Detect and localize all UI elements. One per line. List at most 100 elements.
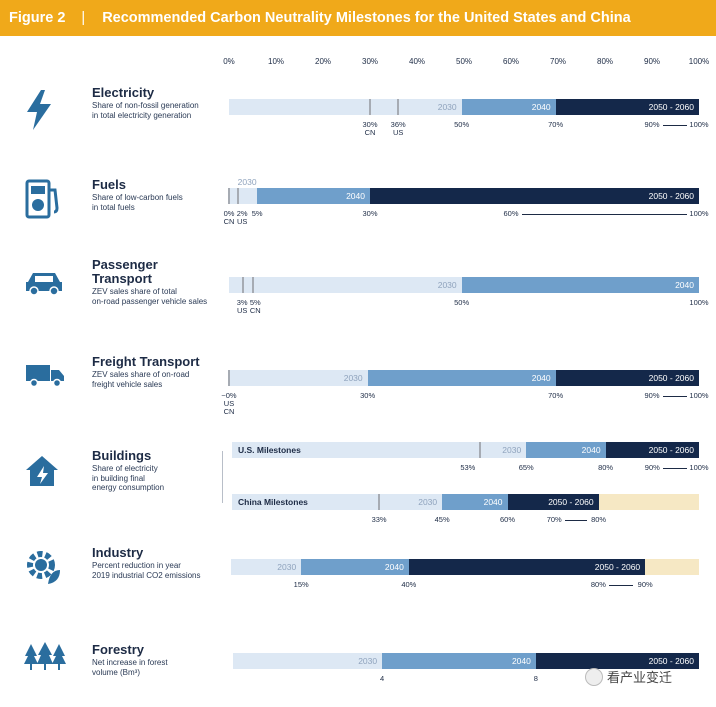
subtitle-line: Net increase in forest [92,658,168,667]
axis-tick-label: 100% [688,57,710,66]
bar-segment-2050: 2050 - 2060 [507,494,599,510]
row-subtitle-passenger: ZEV sales share of total on-road passenge… [92,287,227,306]
subtitle-line: Share of electricity [92,464,158,473]
bar-segment-2030: 2030 [233,653,383,669]
row-subtitle-electricity: Share of non-fossil generation in total e… [92,101,227,120]
segment-label: 2030 [277,562,297,572]
baseline-marker [228,188,230,204]
row-subtitle-forestry: Net increase in forest volume (Bm³) [92,658,227,677]
subtitle-line: volume (Bm³) [92,667,141,677]
row-subtitle-industry: Percent reduction in year 2019 industrial… [92,561,227,580]
row-title-forestry: Forestry [92,642,145,657]
value-label: 90% [644,120,660,129]
value-label: 60% [500,515,516,524]
row-subtitle-fuels: Share of low-carbon fuels in total fuels [92,193,227,212]
value-label: 30% CN [362,120,378,137]
value-label: 5% CN [249,298,261,315]
segment-label: 2040 [675,280,694,290]
axis-tick-label: 60% [502,57,520,66]
value-label: 100% [689,209,709,218]
subtitle-line: Percent reduction in year [92,561,181,570]
value-label: 45% [434,515,450,524]
segment-label: 2050 - 2060 [594,562,641,572]
range-line [565,520,587,521]
subtitle-line: ZEV sales share of total [92,287,177,296]
fuel-pump-icon [24,178,64,225]
value-label: 80% [598,463,614,472]
bar-segment-2040: 2040 [301,559,409,575]
value-label: 70% [548,120,564,129]
row-title-freight: Freight Transport [92,354,200,369]
value-label: 50% [454,120,470,129]
segment-label: 2030 [358,656,378,666]
subtitle-line: energy consumption [92,483,165,492]
segment-label: 2050 - 2060 [548,497,594,507]
segment-label: 2040 [531,102,551,112]
axis-tick-label: 70% [549,57,567,66]
row-title-fuels: Fuels [92,177,126,192]
value-label: 36% US [390,120,406,137]
segment-label: 2030 [418,497,438,507]
value-label: 100% [689,391,709,400]
value-label: 5% [251,209,263,218]
bar-segment-2040: 2040 [526,442,606,458]
value-label: 30% [362,209,378,218]
segment-label: 2030 [237,177,257,187]
axis-tick-label: 80% [596,57,614,66]
baseline-marker [378,494,381,510]
value-label: 70% [546,515,562,524]
baseline-marker [237,188,240,204]
figure-title: Recommended Carbon Neutrality Milestones… [102,10,631,26]
subtitle-line: Share of non-fossil generation [92,101,199,110]
watermark-text: 看产业变迁 [607,670,673,685]
segment-label: 2030 [343,373,363,383]
segment-label: 2040 [511,656,531,666]
row-title-industry: Industry [92,545,144,560]
value-label: 100% [689,463,709,472]
bar-segment-2030: 2030 [232,494,443,510]
value-label: 0% CN [223,209,235,226]
bar-segment-2040: 2040 [461,99,556,115]
subtitle-line: in total electricity generation [92,110,192,120]
bar-segment-2040: 2040 [367,370,556,386]
segment-label: 2050 - 2060 [648,445,694,455]
range-line [663,396,687,397]
value-label: 70% [548,391,564,400]
value-label: 90% [637,580,653,589]
gear-leaf-icon [24,548,62,591]
value-label: 100% [689,120,709,129]
row-subtitle-freight: ZEV sales share of on-road freight vehicl… [92,370,227,389]
axis-tick-label: 0% [223,57,235,66]
baseline-marker [397,99,400,115]
figure-number: Figure 2 [9,10,66,26]
axis-tick-label: 30% [361,57,379,66]
segment-label: 2040 [384,562,404,572]
bar-segment-2030 [229,188,258,204]
bar-segment-2050: 2050 - 2060 [555,99,699,115]
bar-segment-2040: 2040 [442,494,508,510]
baseline-marker [478,442,481,458]
house-electric-icon [24,454,60,493]
bar-segment-2040: 2040 [461,277,699,293]
trees-icon [24,642,66,677]
car-icon [24,270,64,301]
value-label: 100% [689,298,709,307]
segment-label: 2050 - 2060 [648,373,694,383]
baseline-marker [228,370,230,386]
bar-segment-2040: 2040 [382,653,536,669]
row-subtitle-buildings: Share of electricity in building final ene… [92,464,227,493]
milestone-series-label: China Milestones [238,497,308,507]
bar-segment-overflow [645,559,699,575]
bar-segment-2030: 2030 [229,277,462,293]
watermark: 看产业变迁 [585,667,672,686]
segment-label: 2040 [581,445,601,455]
value-label: 40% [401,580,417,589]
value-label: 90% [644,391,660,400]
bar-segment-2030: 2030 [229,99,462,115]
segment-label: 2030 [437,102,457,112]
wechat-icon [585,667,603,686]
bar-segment-2050: 2050 - 2060 [555,370,699,386]
axis-tick-label: 10% [267,57,285,66]
value-label: 50% [454,298,470,307]
